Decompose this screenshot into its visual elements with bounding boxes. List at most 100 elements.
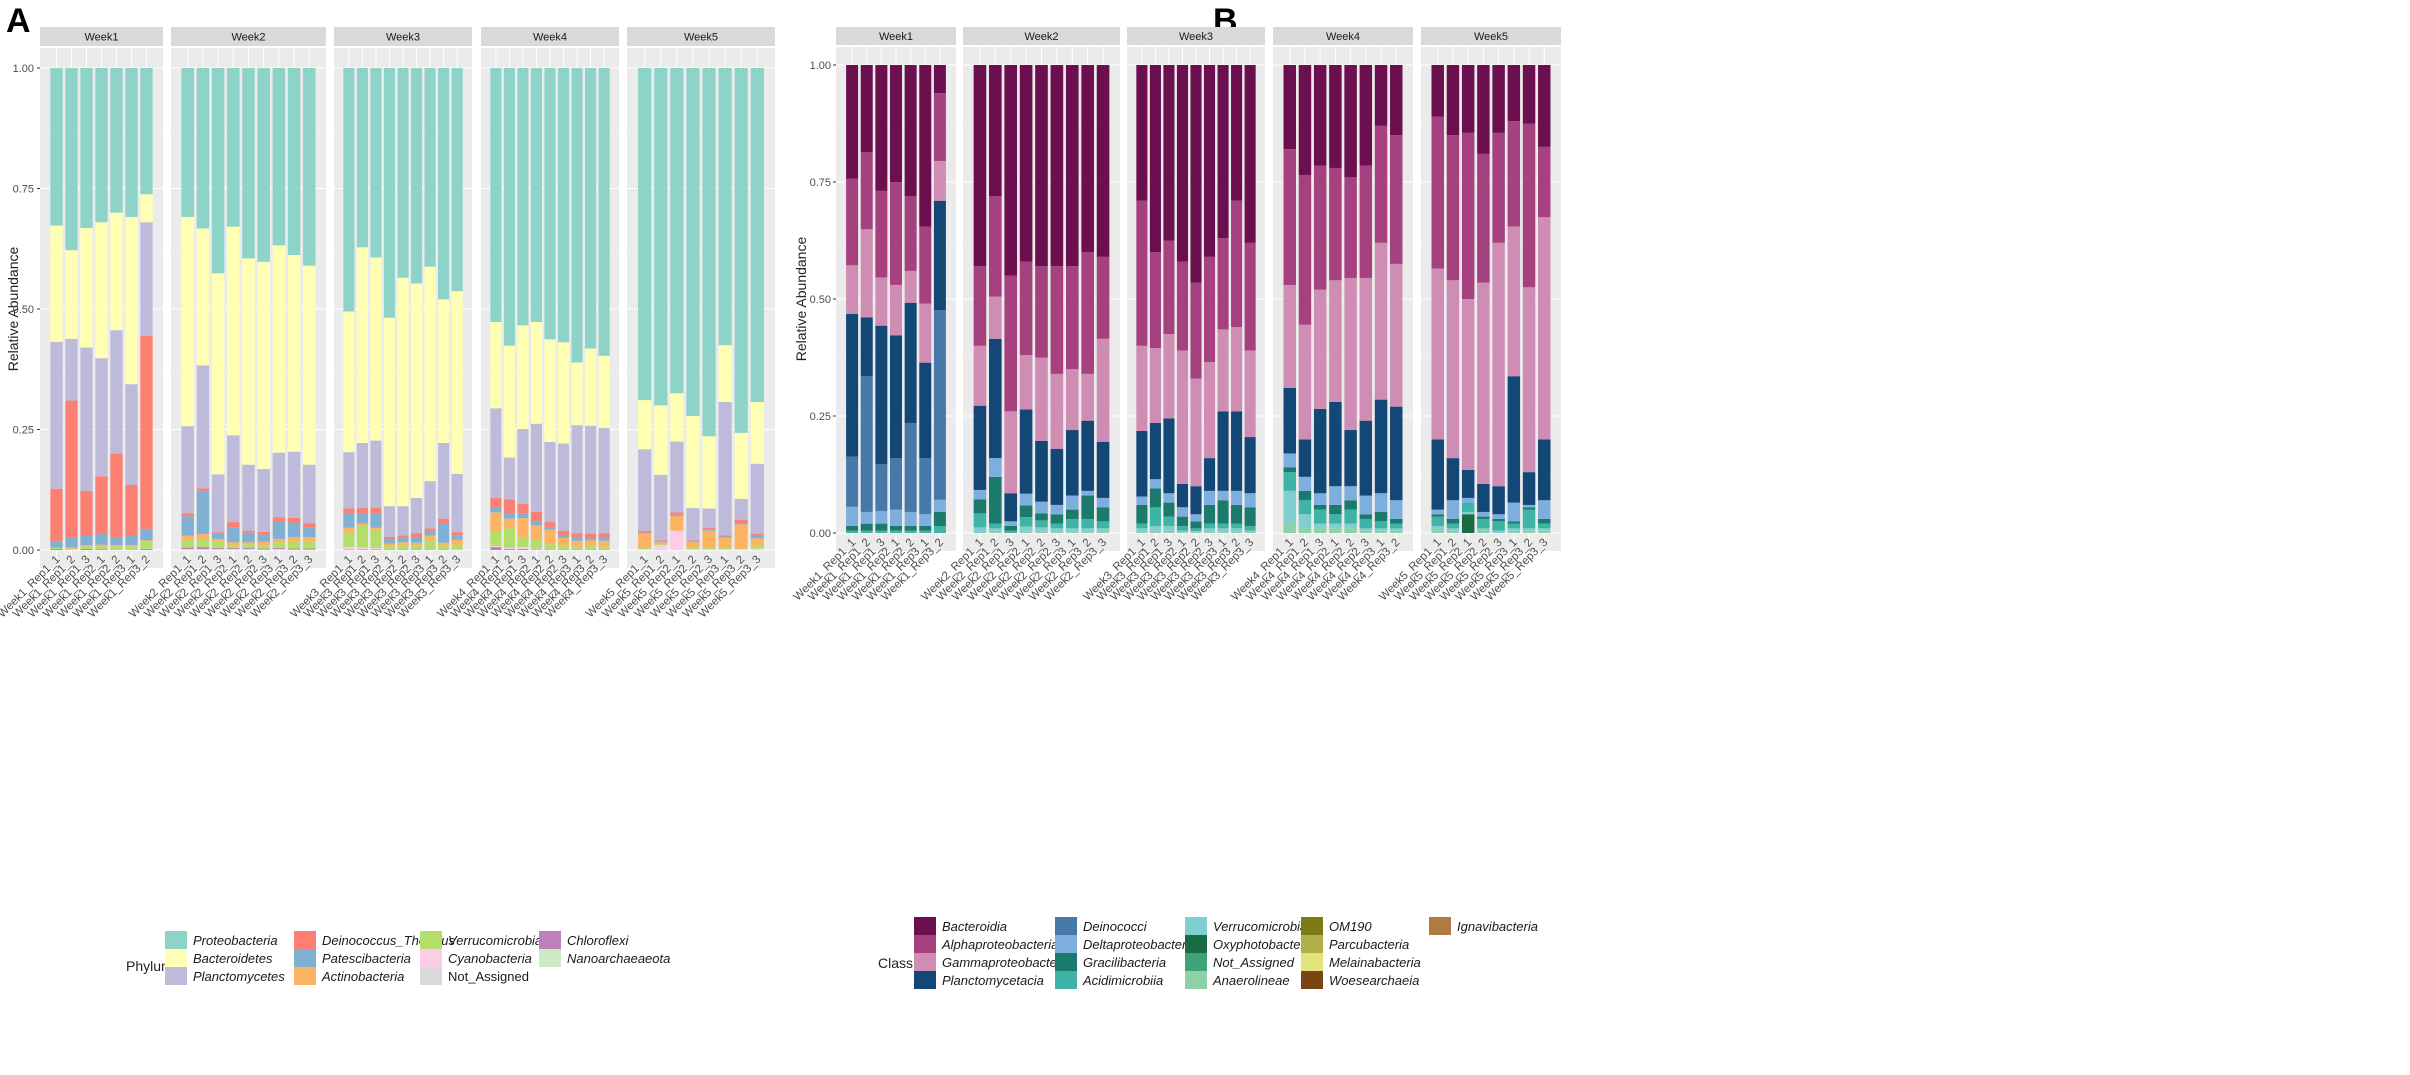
bar-segment-planctomycetes	[125, 384, 138, 485]
bar-segment-bacteroidetes	[702, 436, 716, 509]
bar-segment-deinococcus-thermus	[750, 533, 764, 536]
stacked-bar	[410, 68, 423, 550]
bar-segment-deltaproteobacteria	[1538, 500, 1551, 519]
bar-segment-planctomycetacia	[875, 325, 888, 465]
bar-segment-deinococcus-thermus	[287, 517, 301, 523]
bar-segment-verrucomicrobia	[686, 547, 700, 550]
bar-segment-bacteroidetes	[110, 212, 123, 331]
bar-segment-proteobacteria	[638, 68, 652, 401]
bar-segment-gammaproteobacteria	[1176, 350, 1189, 484]
bar-segment-alphaproteobacteria	[1492, 132, 1505, 243]
bar-segment-anaerolineae	[1065, 531, 1079, 533]
bar-segment-cyanobacteria	[370, 548, 382, 550]
bar-segment-verrucomicrobia	[654, 544, 668, 546]
bar-segment-verrucomicrobia	[227, 545, 240, 549]
bar-segment-planctomycetes	[110, 330, 123, 454]
facet-strip-label: Week5	[1474, 31, 1508, 43]
bar-segment-cyanobacteria	[686, 549, 700, 550]
stacked-bar	[1136, 65, 1148, 533]
bar-segment-oxyphotobacteria	[1461, 514, 1475, 533]
bar-segment-bacteroidetes	[517, 325, 529, 430]
stacked-bar	[1344, 65, 1357, 533]
bar-segment-proteobacteria	[503, 68, 515, 346]
bar-segment-verrucomicrobia	[503, 528, 515, 548]
bar-segment-actinobacteria	[702, 530, 716, 548]
bar-segment-acidimicrobiia	[1163, 516, 1175, 526]
bar-segment-verrucomicrobia	[638, 548, 652, 550]
stacked-bar	[1283, 65, 1296, 533]
bar-segment-deinococcus-thermus	[125, 484, 138, 536]
bar-segment-gammaproteobacteria	[1163, 334, 1175, 419]
legend-label: Proteobacteria	[193, 933, 278, 948]
legend-swatch	[539, 931, 561, 949]
legend-label: Woesearchaeia	[1329, 973, 1419, 988]
bar-segment-gammaproteobacteria	[1507, 226, 1521, 377]
legend-label: Cyanobacteria	[448, 951, 532, 966]
bar-segment-bacteroidetes	[598, 355, 610, 429]
bar-segment-deltaproteobacteria	[989, 458, 1002, 477]
facet-strip-label: Week4	[1326, 31, 1360, 43]
bar-segment-actinobacteria	[397, 542, 409, 546]
bar-segment-actinobacteria	[718, 537, 732, 548]
bar-segment-chloroflexi	[287, 548, 301, 550]
bar-segment-bacteroidia	[1374, 65, 1388, 126]
bar-segment-actinobacteria	[734, 524, 748, 549]
bar-segment-alphaproteobacteria	[1176, 261, 1189, 351]
bar-segment-gammaproteobacteria	[1344, 277, 1357, 431]
bar-segment-gracilibacteria	[1446, 518, 1460, 524]
legend-label: Nanoarchaeaeota	[567, 951, 670, 966]
bar-segment-bacteroidetes	[544, 339, 556, 443]
bar-segment-planctomycetes	[598, 428, 610, 534]
bar-segment-deinococci	[919, 458, 932, 515]
bar-segment-cyanobacteria	[530, 548, 543, 550]
bar-segment-deinococcus-thermus	[242, 530, 255, 533]
legend-label: Anaerolineae	[1212, 973, 1290, 988]
bar-segment-planctomycetacia	[1004, 493, 1018, 522]
legend-swatch	[1185, 953, 1207, 971]
legend-item: Not_Assigned	[1185, 953, 1295, 971]
bar-segment-bacteroidetes	[451, 291, 463, 474]
facet-strip	[1421, 27, 1561, 45]
bar-segment-verrucomicrobiae	[1149, 525, 1161, 531]
bar-segment-bacteroidia	[875, 65, 888, 191]
bar-segment-deltaproteobacteria	[1081, 490, 1094, 496]
bar-segment-gammaproteobacteria	[973, 345, 987, 406]
bar-segment-anaerolineae	[1446, 530, 1460, 533]
bar-segment-patescibacteria	[424, 530, 436, 536]
legend-label: Gracilibacteria	[1083, 955, 1166, 970]
bar-segment-planctomycetacia	[1298, 439, 1312, 477]
stacked-bar	[718, 68, 732, 550]
y-tick-label: 0.50	[810, 294, 831, 306]
bar-segment-proteobacteria	[734, 68, 748, 433]
bar-segment-gammaproteobacteria	[1019, 355, 1033, 410]
bar-segment-gammaproteobacteria	[1492, 242, 1505, 487]
bar-segment-bacteroidetes	[490, 322, 502, 409]
bar-segment-anaerolineae	[1538, 530, 1551, 533]
bar-segment-proteobacteria	[80, 68, 93, 229]
bar-segment-actinobacteria	[370, 527, 382, 531]
bar-segment-planctomycetes	[397, 506, 409, 536]
legend-label: Deltaproteobacteria	[1083, 937, 1196, 952]
bar-segment-gammaproteobacteria	[875, 277, 888, 326]
bar-segment-proteobacteria	[211, 68, 225, 274]
bar-segment-bacteroidia	[1190, 65, 1202, 283]
bar-segment-verrucomicrobiae	[989, 528, 1002, 531]
bar-segment-bacteroidetes	[383, 317, 396, 507]
bar-segment-deinococcus-thermus	[211, 532, 225, 534]
bar-segment-bacteroidia	[1359, 65, 1373, 166]
bar-segment-planctomycetes	[272, 452, 286, 518]
bar-segment-planctomycetacia	[1344, 430, 1357, 487]
bar-segment-gracilibacteria	[875, 523, 888, 531]
bar-segment-deinococcus-thermus	[196, 488, 210, 491]
bar-segment-gammaproteobacteria	[1081, 373, 1094, 421]
bar-segment-patescibacteria	[65, 537, 78, 548]
legend-label: Ignavibacteria	[1457, 919, 1538, 934]
bar-segment-deltaproteobacteria	[1477, 511, 1490, 517]
stacked-bar	[890, 65, 902, 533]
bar-segment-anaerolineae	[1050, 531, 1064, 533]
bar-segment-anaerolineae	[1344, 528, 1357, 533]
bar-segment-deltaproteobacteria	[1492, 514, 1505, 519]
bar-segment-gracilibacteria	[1004, 525, 1018, 531]
bar-segment-proteobacteria	[598, 68, 610, 356]
bar-segment-patescibacteria	[451, 535, 463, 540]
